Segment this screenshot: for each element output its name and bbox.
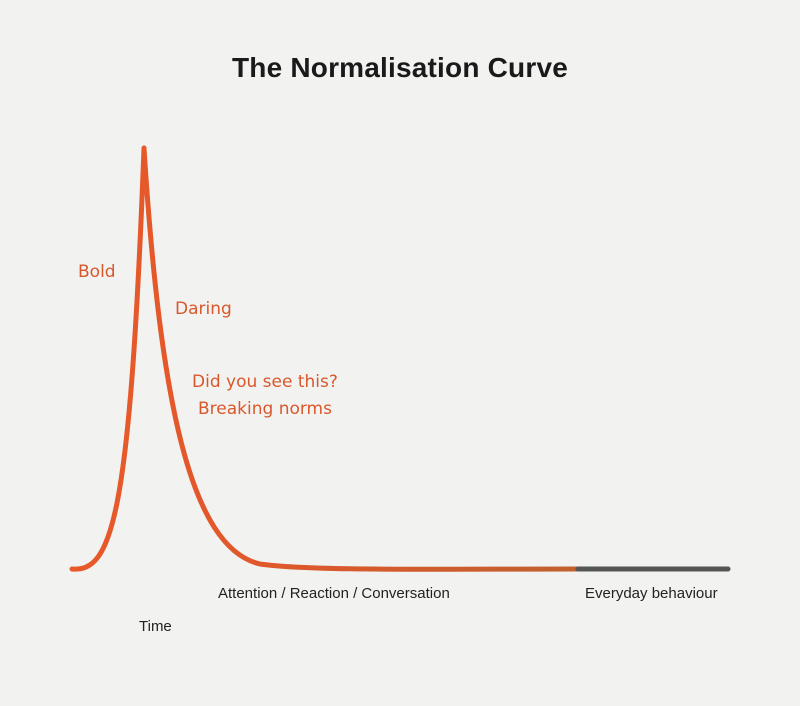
annotation-daring: Daring	[175, 299, 232, 319]
chart-title: The Normalisation Curve	[231, 52, 568, 83]
label-time: Time	[139, 618, 172, 635]
curve-rise-and-decay	[69, 145, 583, 572]
annotation-bold: Bold	[78, 262, 116, 282]
label-attention: Attention / Reaction / Conversation	[218, 585, 450, 602]
label-everyday: Everyday behaviour	[585, 585, 718, 602]
annotation-did-you-see: Did you see this?	[192, 372, 338, 392]
annotation-breaking-norms: Breaking norms	[198, 399, 332, 419]
